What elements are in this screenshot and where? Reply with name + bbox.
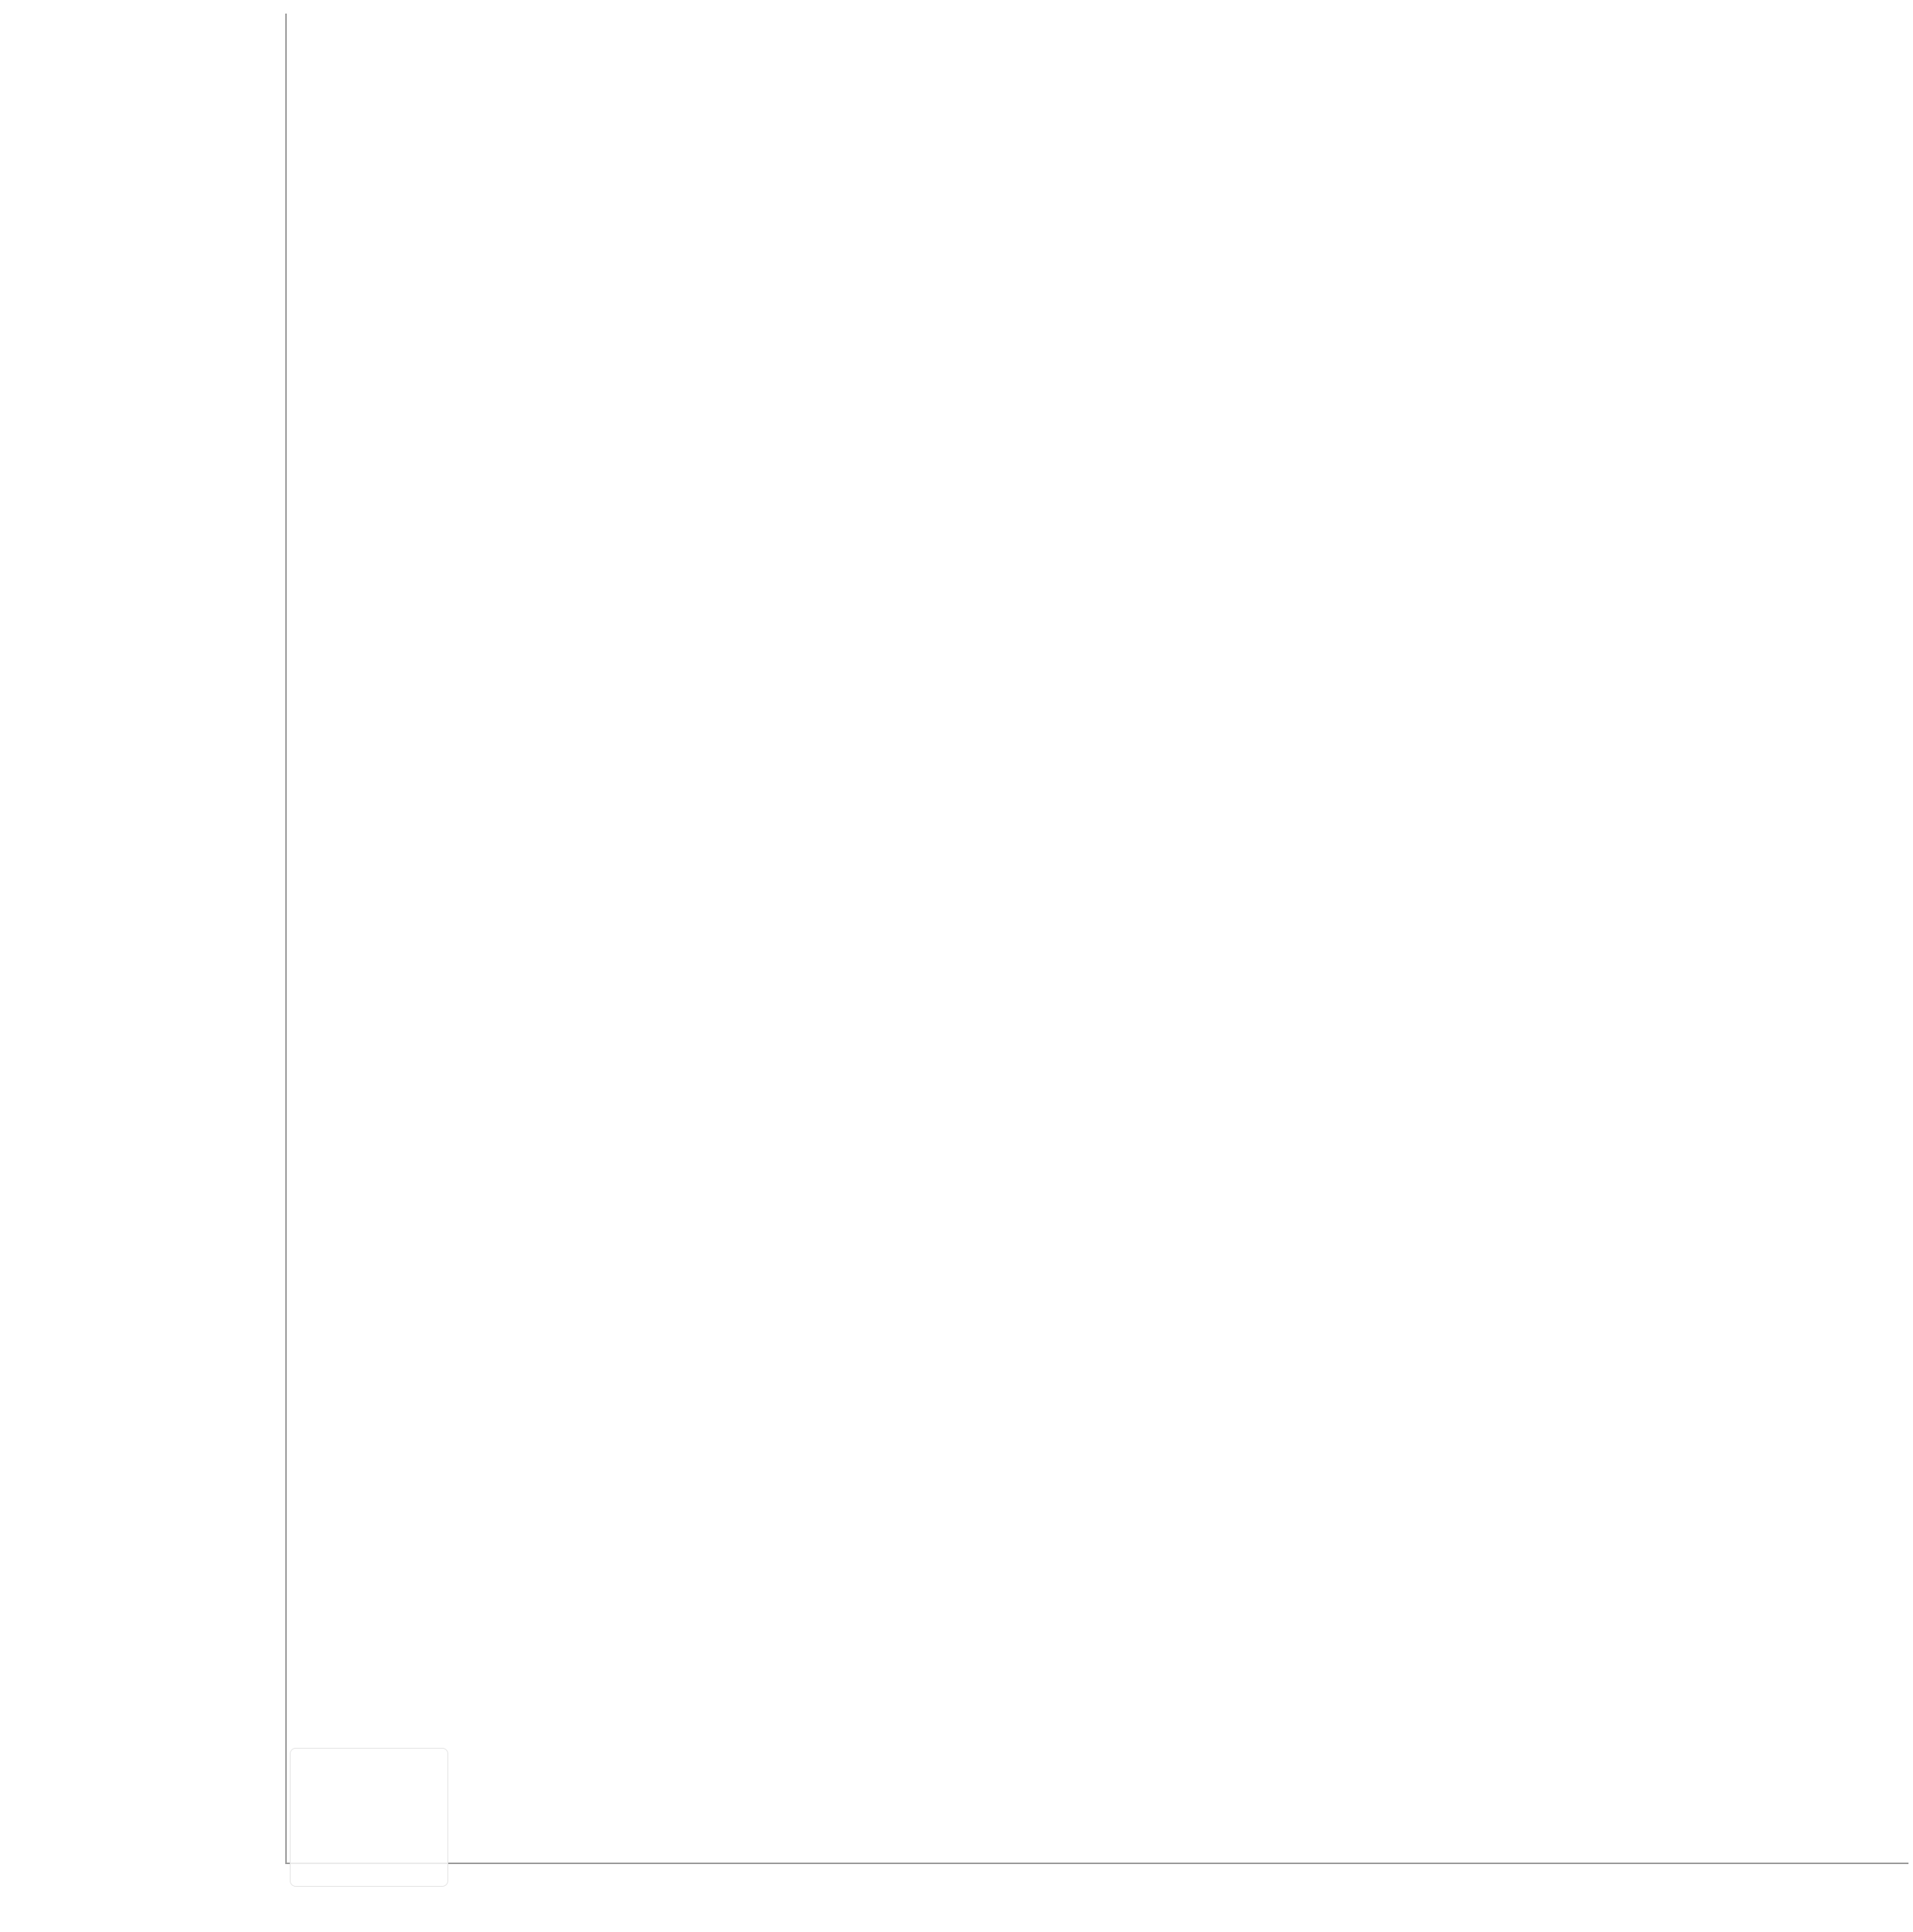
plot-area[interactable]	[285, 14, 1908, 1864]
legend[interactable]	[290, 1748, 448, 1887]
y-axis-tick-labels	[0, 14, 281, 1864]
